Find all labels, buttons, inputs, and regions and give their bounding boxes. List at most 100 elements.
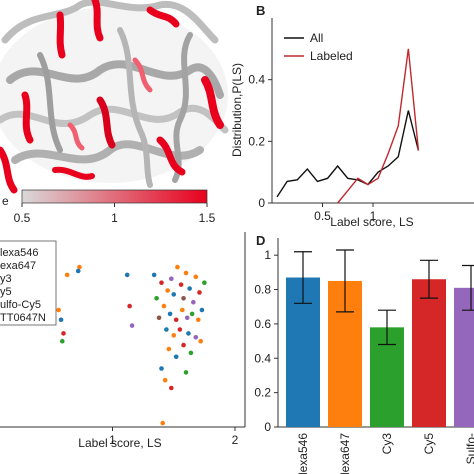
c-scatter-point [199,307,205,313]
d-y-tick-label: 1 [264,248,271,262]
panel-label-d: D [256,233,265,248]
c-x-axis-label: Label score, LS [78,436,161,450]
d-y-tick-label: 0.6 [254,317,271,331]
c-scatter-point [169,385,174,391]
b-series-line-all [276,110,420,198]
d-category-label: Alexa546 [296,433,310,474]
c-scatter-point [164,327,169,332]
d-bar-3 [412,279,446,427]
colorbar-label: e [2,194,9,208]
c-scatter-point [188,350,194,356]
c-scatter-points [56,264,207,426]
b-x-tick-label: 1 [370,209,377,223]
c-scatter-point [154,296,159,301]
d-bar-4 [454,287,474,427]
c-scatter-point [202,280,207,286]
c-scatter-point [177,327,183,332]
d-category-label: Cy5 [422,433,436,455]
c-scatter-point [187,286,192,291]
c-scatter-point [160,420,166,426]
c-scatter-point [161,303,167,309]
c-scatter-point [186,331,191,336]
c-scatter-point [197,290,202,295]
c-legend-entry: TT0647N [0,312,46,324]
c-scatter-point [129,323,135,328]
c-scatter-point [77,264,82,270]
panel-b: B 0.5 1 0 0.2 0.4 All Labeled Label score, LS… [230,3,474,229]
c-scatter-point [193,274,199,280]
c-legend-entry: y3 [0,273,12,285]
c-scatter-point [166,346,172,352]
c-scatter-point [59,338,65,344]
c-scatter-point [171,292,177,297]
c-scatter-point [156,315,162,321]
c-scatter-point [159,280,164,286]
b-x-axis-label: Label score, LS [330,215,413,229]
b-ticks: 0.5 1 0 0.2 0.4 [248,73,376,223]
d-category-label: Cy3 [380,433,394,455]
b-series-lines [276,48,420,204]
colorbar-gradient [21,189,208,204]
c-x-tick-label: 2 [232,433,239,447]
d-category-label: Alexa647 [338,433,352,474]
b-y-tick-label: 0.4 [248,73,265,87]
c-scatter-point [191,299,196,305]
d-y-tick-label: 0.2 [254,386,271,400]
c-scatter-point [173,354,179,360]
colorbar-tick-label: 0.5 [14,211,31,225]
c-scatter-point [127,303,132,309]
b-y-tick-label: 0 [258,196,265,210]
c-scatter-point [189,311,195,317]
c-scatter-point [56,307,61,313]
c-scatter-point [165,288,170,293]
panel-label-b: B [256,3,265,18]
protein-structure-illustration [0,0,229,194]
c-scatter-point [75,268,81,274]
c-scatter-point [169,276,174,282]
d-y-tick-label: 0.8 [254,283,271,297]
c-scatter-point [58,317,64,323]
c-scatter-point [180,307,185,313]
d-ticks: 0 0.2 0.4 0.6 0.8 1 [254,248,278,434]
colorbar-ticks: 0.5 1 1.5 [14,203,216,225]
c-scatter-point [183,370,189,375]
colorbar: e 0.5 1 1.5 [2,189,216,225]
c-scatter-point [175,264,180,270]
c-scatter-point [181,342,186,348]
colorbar-tick-label: 1 [111,211,118,225]
c-scatter-point [162,377,168,383]
c-scatter-point [195,317,201,323]
b-y-axis-label: Distribution,P(LS) [230,63,244,157]
c-scatter-point [178,282,184,287]
c-scatter-point [64,272,70,278]
c-scatter-point [171,333,177,338]
c-legend-entry: ulfo-Cy5 [0,299,41,311]
colorbar-tick-label: 1.5 [199,211,216,225]
b-y-tick-label: 0.2 [248,134,265,148]
c-scatter-point [167,311,173,317]
c-x-tick-label: 1 [109,433,116,447]
c-legend-entry: lexa546 [0,247,39,259]
c-legend-entry: y5 [0,286,12,298]
c-legend-entry: exa647 [0,260,36,272]
c-scatter-point [124,272,130,278]
c-scatter-point [61,331,66,336]
d-y-tick-label: 0 [264,420,271,434]
b-legend: All Labeled [284,31,353,63]
c-scatter-point [181,296,186,301]
d-y-tick-label: 0.4 [254,351,271,365]
b-legend-label: Labeled [310,49,353,63]
c-scatter-point [183,270,189,276]
panel-d: D Alexa546 Alexa647 Cy3 Cy5 Sulfo- 0 0.2 0.4 0.… [254,233,474,474]
c-scatter-point [173,317,179,323]
d-bars: Alexa546 Alexa647 Cy3 Cy5 Sulfo- [286,249,474,474]
c-legend-box [0,240,57,326]
b-legend-label: All [310,31,323,45]
c-scatter-point [198,338,203,344]
d-category-label: Sulfo- [464,433,474,464]
b-x-tick-label: 0.5 [314,209,331,223]
